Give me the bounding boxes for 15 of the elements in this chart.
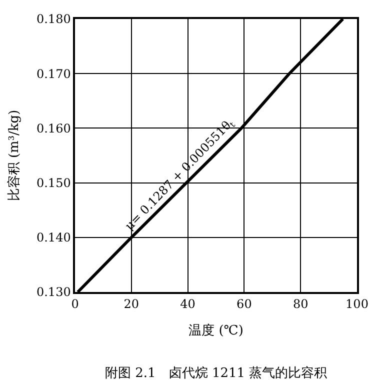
- x-tick-label: 0: [71, 297, 79, 312]
- x-tick-label: 80: [292, 297, 308, 312]
- x-tick-label: 100: [346, 297, 368, 312]
- y-tick-label: 0.170: [36, 66, 71, 81]
- y-axis-title: 比容积 (m³/kg): [6, 110, 22, 202]
- x-tick-label: 60: [236, 297, 252, 312]
- x-axis-title: 温度 (℃): [188, 322, 244, 338]
- x-tick-label: 40: [180, 297, 196, 312]
- y-tick-label: 0.130: [36, 285, 71, 300]
- y-tick-label: 0.180: [36, 12, 71, 26]
- x-tick-label: 20: [124, 297, 140, 312]
- y-tick-label: 0.140: [36, 230, 71, 245]
- y-tick-label: 0.150: [36, 176, 71, 190]
- text: 附图 2.1 卤代烷 1211 蒸气的比容积: [105, 365, 328, 380]
- y-tick-label: 0.160: [36, 121, 71, 136]
